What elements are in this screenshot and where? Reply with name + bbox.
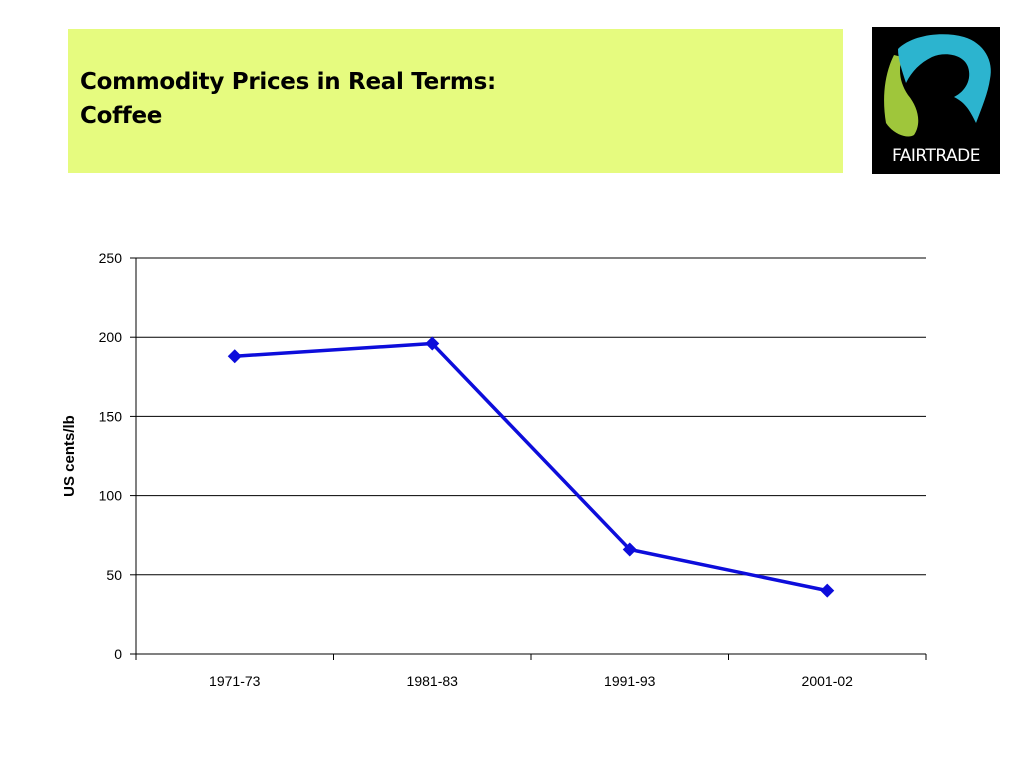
series-layer	[227, 336, 835, 598]
fairtrade-logo: FAIRTRADE	[872, 27, 1000, 174]
slide-title-line-2: Coffee	[80, 103, 163, 129]
fairtrade-mark-icon	[884, 34, 991, 137]
data-point	[820, 583, 835, 598]
y-tick-label: 50	[106, 567, 122, 583]
y-tick-label: 150	[99, 408, 123, 424]
grid-lines	[136, 257, 926, 576]
data-point	[425, 336, 440, 351]
x-tick-label: 1981-83	[407, 673, 459, 689]
data-point	[622, 542, 637, 557]
title-band: Commodity Prices in Real Terms: Coffee	[68, 29, 843, 173]
y-tick-label: 0	[114, 646, 122, 662]
tick-labels: 0 50 100 150 200 250 1971-73 1981-83 1991-93 2001…	[99, 250, 854, 689]
data-point	[227, 349, 242, 364]
x-tick-label: 2001-02	[802, 673, 854, 689]
y-axis-title: US cents/lb	[61, 415, 78, 497]
y-tick-label: 250	[99, 250, 123, 266]
slide-title-line-1: Commodity Prices in Real Terms:	[80, 69, 496, 95]
y-tick-label: 200	[99, 329, 123, 345]
x-tick-label: 1991-93	[604, 673, 656, 689]
x-tick-label: 1971-73	[209, 673, 261, 689]
y-tick-label: 100	[99, 488, 123, 504]
axes	[130, 257, 927, 660]
series-line	[234, 341, 828, 593]
logo-text: FAIRTRADE	[892, 146, 980, 166]
